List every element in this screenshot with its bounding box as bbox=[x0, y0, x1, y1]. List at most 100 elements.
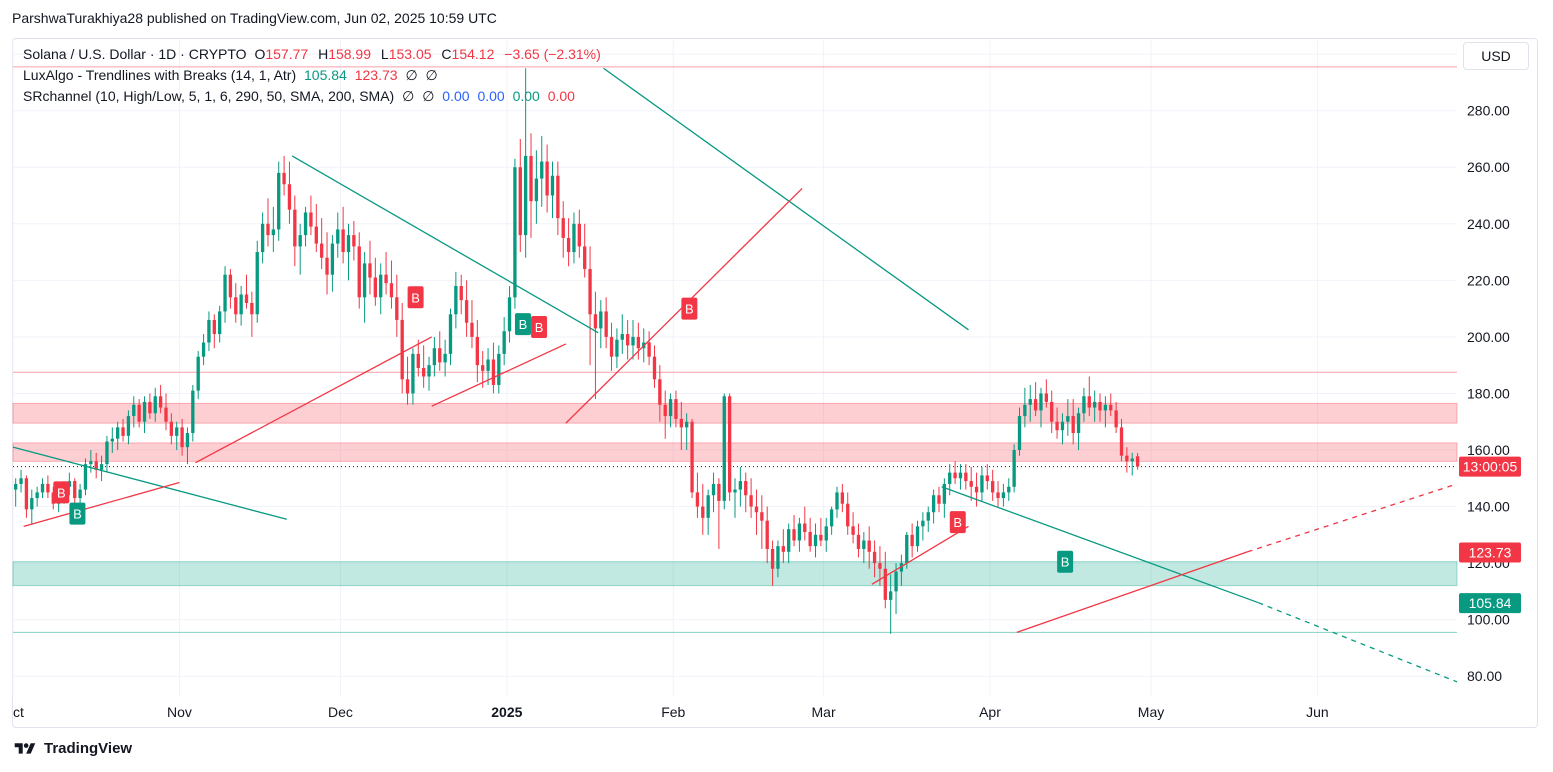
legend-luxalgo[interactable]: LuxAlgo - Trendlines with Breaks (14, 1,… bbox=[23, 67, 442, 84]
candle-body bbox=[797, 523, 802, 541]
candle-body bbox=[1082, 396, 1086, 414]
candle bbox=[1039, 387, 1043, 428]
tradingview-logo-icon bbox=[14, 742, 36, 754]
candle bbox=[239, 286, 243, 326]
candle bbox=[808, 517, 812, 552]
candle bbox=[813, 523, 818, 558]
trendline bbox=[23, 481, 180, 527]
srchannel-name[interactable]: SRchannel (10, High/Low, 5, 1, 6, 290, 5… bbox=[23, 88, 395, 104]
candle bbox=[803, 506, 807, 541]
candle-body bbox=[368, 263, 372, 278]
candle-body bbox=[132, 404, 136, 417]
candle-body bbox=[73, 481, 77, 499]
candle-body bbox=[1039, 393, 1043, 411]
candle bbox=[1114, 401, 1118, 434]
candle-body bbox=[89, 461, 93, 465]
close-value: C154.12 bbox=[441, 46, 495, 62]
candle-body bbox=[620, 334, 624, 340]
x-tick-label: 2025 bbox=[491, 704, 522, 720]
candle bbox=[319, 218, 324, 270]
candle-body bbox=[287, 184, 292, 210]
candle bbox=[475, 319, 479, 383]
candle-body bbox=[298, 235, 302, 247]
candle bbox=[46, 475, 50, 499]
candle bbox=[260, 212, 265, 264]
candle-body bbox=[277, 172, 281, 230]
candle-body bbox=[362, 263, 367, 298]
candle-body bbox=[631, 336, 635, 346]
trendline bbox=[1258, 602, 1458, 683]
candle-body bbox=[201, 342, 206, 357]
candle-body bbox=[980, 475, 984, 493]
candle bbox=[191, 384, 195, 442]
legend-ohlc[interactable]: Solana / U.S. Dollar · 1D · CRYPTO O157.… bbox=[23, 46, 605, 62]
candle-body bbox=[239, 294, 243, 315]
candle-body bbox=[948, 472, 952, 484]
candle-body bbox=[572, 223, 576, 253]
candle-body bbox=[475, 336, 479, 366]
x-tick-label: Apr bbox=[979, 704, 1001, 720]
currency-button[interactable]: USD bbox=[1463, 42, 1529, 70]
candle-body bbox=[529, 155, 533, 202]
candle bbox=[717, 478, 721, 549]
candle-body bbox=[523, 155, 528, 236]
candle-body bbox=[1023, 404, 1027, 417]
candle bbox=[1033, 382, 1038, 417]
symbol-title[interactable]: Solana / U.S. Dollar · 1D · CRYPTO bbox=[23, 46, 247, 62]
candle-body bbox=[942, 483, 947, 504]
candle bbox=[593, 291, 598, 400]
candle-body bbox=[260, 223, 265, 253]
candle-body bbox=[255, 252, 259, 315]
candle bbox=[507, 286, 512, 343]
candle bbox=[958, 464, 963, 490]
candle bbox=[352, 220, 356, 261]
trendline bbox=[1016, 551, 1248, 633]
candle-body bbox=[1007, 486, 1011, 493]
legend-srchannel[interactable]: SRchannel (10, High/Low, 5, 1, 6, 290, 5… bbox=[23, 88, 579, 105]
break-marker: B bbox=[514, 313, 531, 336]
candle-body bbox=[1050, 401, 1054, 422]
candle-body bbox=[760, 512, 764, 521]
price-tag: 105.84 bbox=[1459, 593, 1521, 614]
candle bbox=[411, 348, 415, 405]
break-marker-label: B bbox=[685, 302, 694, 317]
candle bbox=[470, 300, 474, 349]
candle-body bbox=[953, 472, 957, 479]
y-tick-label: 160.00 bbox=[1467, 442, 1510, 458]
candle-body bbox=[566, 237, 571, 253]
candle bbox=[749, 478, 753, 518]
candle bbox=[309, 195, 313, 236]
candle-body bbox=[389, 283, 394, 298]
candle bbox=[765, 506, 769, 564]
luxalgo-name[interactable]: LuxAlgo - Trendlines with Breaks (14, 1,… bbox=[23, 67, 297, 83]
candle bbox=[1109, 393, 1113, 417]
candle bbox=[416, 339, 420, 377]
candle-body bbox=[341, 229, 345, 253]
candle bbox=[234, 283, 238, 323]
footer-brand[interactable]: TradingView bbox=[12, 740, 132, 757]
break-marker: B bbox=[531, 316, 548, 338]
break-marker-box bbox=[407, 286, 424, 309]
candle-body bbox=[889, 591, 893, 600]
candle bbox=[1055, 407, 1059, 439]
candle bbox=[454, 271, 458, 329]
candle-body bbox=[94, 461, 98, 470]
y-tick-label: 260.00 bbox=[1467, 159, 1510, 175]
candle-body bbox=[964, 472, 968, 482]
candle bbox=[250, 291, 254, 337]
candle bbox=[293, 195, 297, 267]
candle bbox=[1050, 390, 1054, 434]
candle bbox=[24, 475, 29, 518]
candle bbox=[357, 232, 361, 309]
candle bbox=[910, 523, 914, 558]
candle bbox=[1130, 452, 1134, 476]
candle-body bbox=[513, 167, 517, 298]
price-tag-label: 123.73 bbox=[1469, 545, 1512, 561]
candle-body bbox=[545, 161, 549, 196]
candle-body bbox=[454, 286, 458, 315]
price-tag-box bbox=[1459, 593, 1521, 614]
candle bbox=[379, 263, 383, 315]
candle bbox=[727, 393, 732, 501]
candle bbox=[556, 161, 560, 236]
